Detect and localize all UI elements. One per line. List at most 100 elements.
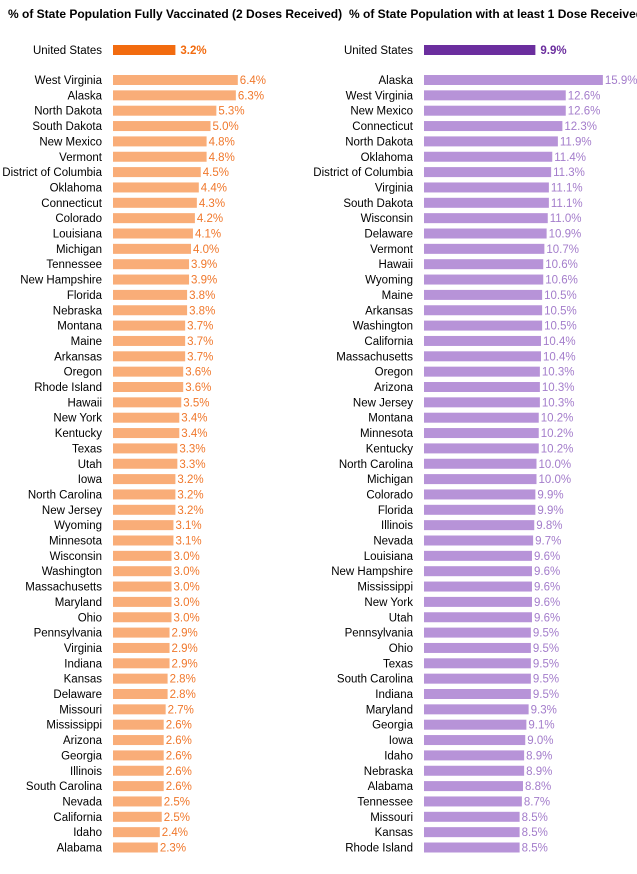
chart-2-value-label: 12.6% bbox=[568, 90, 601, 102]
chart-1-value-label: 2.8% bbox=[170, 674, 196, 686]
chart-1-bar bbox=[113, 197, 197, 208]
chart-2-value-label: 10.0% bbox=[539, 459, 572, 471]
chart-2-value-label: 8.8% bbox=[525, 781, 551, 793]
chart-2-category-label: Oklahoma bbox=[361, 152, 414, 164]
chart-2-value-label: 15.9% bbox=[605, 75, 637, 87]
chart-2-category-label: Idaho bbox=[384, 750, 413, 762]
chart-2-bar bbox=[424, 796, 522, 807]
chart-1-value-label: 3.2% bbox=[177, 474, 203, 486]
chart-1-category-label: Georgia bbox=[61, 750, 103, 762]
chart-2-category-label: Kentucky bbox=[366, 443, 414, 455]
chart-1-bar bbox=[113, 259, 190, 270]
chart-2-category-label: District of Columbia bbox=[313, 167, 413, 179]
chart-1-bar bbox=[113, 243, 191, 254]
chart-2-bar bbox=[424, 489, 536, 500]
chart-1-bar bbox=[113, 274, 190, 285]
chart-2-value-label: 9.5% bbox=[533, 674, 559, 686]
chart-1-category-label: North Dakota bbox=[34, 106, 102, 118]
chart-1-bar bbox=[113, 704, 166, 715]
chart-1-category-label: Mississippi bbox=[46, 720, 102, 732]
chart-1-bar bbox=[113, 550, 172, 561]
chart-2-category-label: North Carolina bbox=[339, 459, 414, 471]
chart-2-value-label: 10.6% bbox=[545, 259, 578, 271]
chart-1-category-label: Rhode Island bbox=[34, 382, 102, 394]
chart-1-bar bbox=[113, 105, 217, 116]
chart-1-category-label: Texas bbox=[72, 443, 102, 455]
chart-2-category-label: New Mexico bbox=[350, 106, 413, 118]
chart-1-value-label: 6.4% bbox=[240, 75, 266, 87]
chart-2-bar bbox=[424, 535, 534, 546]
chart-1-value-label: 2.4% bbox=[162, 827, 188, 839]
chart-1-value-label: 2.6% bbox=[166, 750, 192, 762]
chart-2-bar bbox=[424, 781, 523, 792]
chart-2-bar bbox=[424, 443, 539, 454]
chart-1-bar bbox=[113, 320, 186, 331]
chart-2-value-label: 10.5% bbox=[544, 290, 577, 302]
chart-2-value-label: 10.3% bbox=[542, 397, 575, 409]
chart-2-category-label: Alaska bbox=[378, 75, 413, 87]
chart-2-bar bbox=[424, 305, 543, 316]
chart-1-bar bbox=[113, 167, 201, 178]
chart-1-summary-label: United States bbox=[33, 45, 102, 57]
chart-1-value-label: 4.3% bbox=[199, 198, 225, 210]
chart-2-category-label: Wyoming bbox=[365, 275, 413, 287]
chart-1-category-label: Washington bbox=[42, 566, 102, 578]
chart-2-category-label: South Dakota bbox=[343, 198, 413, 210]
chart-1-category-label: Missouri bbox=[59, 704, 102, 716]
chart-2-bar bbox=[424, 689, 531, 699]
chart-2-category-label: Maine bbox=[382, 290, 413, 302]
chart-2-bar bbox=[424, 673, 531, 684]
chart-2-category-label: Georgia bbox=[372, 720, 414, 732]
chart-1-category-label: Vermont bbox=[59, 152, 103, 164]
chart-2-value-label: 9.7% bbox=[535, 536, 561, 548]
chart-2-value-label: 10.9% bbox=[549, 229, 582, 241]
chart-1-title: % of State Population Fully Vaccinated (… bbox=[8, 7, 342, 21]
chart-1-value-label: 3.4% bbox=[181, 413, 207, 425]
chart-2-category-label: Kansas bbox=[375, 827, 414, 839]
chart-2-bar bbox=[424, 151, 553, 162]
chart-2-category-label: North Dakota bbox=[345, 136, 413, 148]
chart-2-value-label: 9.8% bbox=[536, 520, 562, 532]
chart-2-bar bbox=[424, 121, 563, 132]
chart-1-value-label: 4.5% bbox=[203, 167, 229, 179]
chart-2-category-label: Nebraska bbox=[364, 766, 414, 778]
chart-1-category-label: Oregon bbox=[64, 367, 102, 379]
chart-1-value-label: 2.5% bbox=[164, 796, 190, 808]
chart-2-bar bbox=[424, 289, 543, 300]
chart-1-category-label: Virginia bbox=[64, 643, 103, 655]
chart-2-category-label: Minnesota bbox=[360, 428, 414, 440]
chart-1-category-label: Kansas bbox=[64, 674, 103, 686]
chart-2-bar bbox=[424, 197, 549, 208]
chart-1-value-label: 3.3% bbox=[179, 443, 205, 455]
chart-2-value-label: 11.4% bbox=[554, 152, 586, 164]
chart-2-value-label: 9.6% bbox=[534, 597, 560, 609]
chart-1-value-label: 3.6% bbox=[185, 382, 211, 394]
chart-1-bar bbox=[113, 412, 180, 423]
chart-2-bar bbox=[424, 75, 603, 85]
chart-1-category-label: Alaska bbox=[67, 90, 102, 102]
chart-1-category-label: Delaware bbox=[53, 689, 102, 701]
chart-2-bar bbox=[424, 750, 525, 761]
chart-2-value-label: 9.9% bbox=[537, 505, 563, 517]
chart-2-bar bbox=[424, 642, 531, 653]
chart-1-bar bbox=[113, 182, 199, 193]
chart-1-bar bbox=[113, 581, 172, 592]
chart-1-bar bbox=[113, 796, 162, 807]
chart-2-value-label: 11.1% bbox=[551, 182, 583, 194]
chart-1-category-label: Hawaii bbox=[67, 397, 102, 409]
chart-1-bar bbox=[113, 596, 172, 607]
chart-2-value-label: 8.7% bbox=[524, 796, 550, 808]
chart-2-category-label: Virginia bbox=[375, 182, 414, 194]
chart-1-value-label: 3.2% bbox=[177, 505, 203, 517]
chart-1-category-label: Massachusetts bbox=[25, 582, 102, 594]
chart-1-value-label: 2.6% bbox=[166, 766, 192, 778]
chart-1-category-label: North Carolina bbox=[28, 489, 103, 501]
chart-2-category-label: Michigan bbox=[367, 474, 413, 486]
chart-1-category-label: Idaho bbox=[73, 827, 102, 839]
chart-2-bar bbox=[424, 167, 552, 178]
chart-2-value-label: 9.6% bbox=[534, 551, 560, 563]
chart-1-bar bbox=[113, 428, 180, 439]
chart-2-value-label: 10.4% bbox=[543, 336, 576, 348]
chart-2-bar bbox=[424, 213, 548, 224]
chart-2-category-label: New Jersey bbox=[353, 397, 413, 409]
